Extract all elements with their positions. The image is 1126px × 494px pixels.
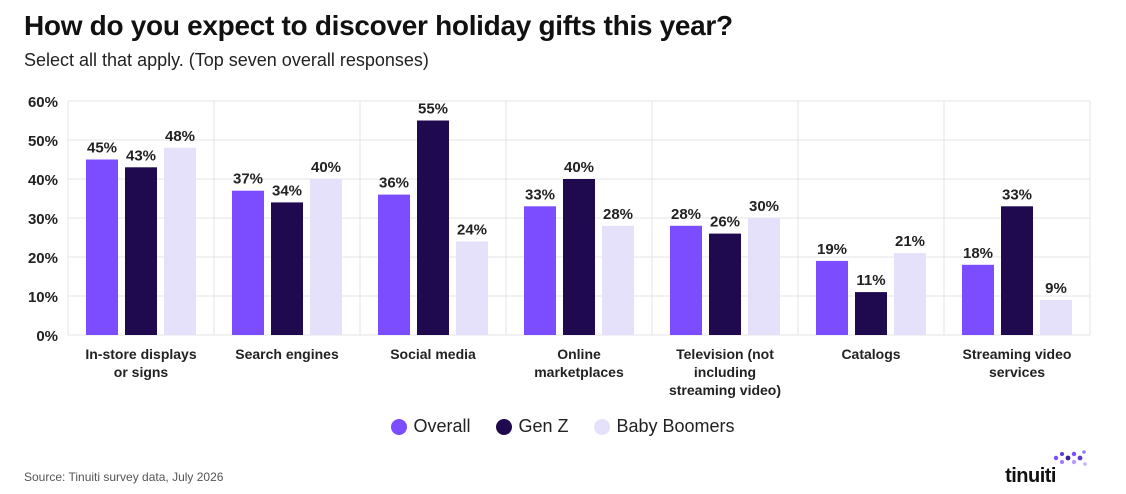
x-tick-label-line: Television (not xyxy=(676,346,774,362)
x-tick-label: Search engines xyxy=(235,346,339,362)
legend-item-gen-z: Gen Z xyxy=(496,416,568,437)
data-label-gen-z: 55% xyxy=(418,101,448,118)
legend-swatch-gen-z xyxy=(496,418,513,435)
bar-overall xyxy=(232,190,264,335)
bar-gen-z xyxy=(417,120,449,335)
bar-gen-z xyxy=(563,179,595,335)
x-tick-label-line: In-store displays xyxy=(85,346,196,362)
data-label-baby-boomers: 28% xyxy=(603,206,633,223)
bar-baby-boomers xyxy=(894,253,926,335)
x-tick-label-line: marketplaces xyxy=(534,364,624,380)
data-label-overall: 19% xyxy=(817,241,847,258)
bar-gen-z xyxy=(709,233,741,335)
data-label-gen-z: 43% xyxy=(126,147,156,164)
data-label-baby-boomers: 24% xyxy=(457,221,487,238)
bar-overall xyxy=(670,225,702,335)
data-label-overall: 36% xyxy=(379,175,409,192)
data-label-overall: 33% xyxy=(525,186,555,203)
y-tick-label: 50% xyxy=(28,133,58,150)
x-tick-label-line: streaming video) xyxy=(669,382,781,398)
data-label-overall: 18% xyxy=(963,245,993,262)
x-tick-label-line: Search engines xyxy=(235,346,339,362)
legend-label-overall: Overall xyxy=(413,416,471,436)
x-tick-label: Social media xyxy=(390,346,476,362)
x-tick-label-line: Social media xyxy=(390,346,476,362)
data-label-gen-z: 34% xyxy=(272,182,302,199)
legend-item-overall: Overall xyxy=(391,416,470,437)
brand-wordmark: tinuiti xyxy=(1005,465,1056,487)
x-tick-label: Streaming video services xyxy=(963,346,1072,380)
x-tick-label-line: Online xyxy=(557,346,601,362)
source-note: Source: Tinuiti survey data, July 2026 xyxy=(24,470,224,484)
x-tick-label-line: including xyxy=(694,364,756,380)
bar-gen-z xyxy=(271,202,303,335)
y-tick-label: 0% xyxy=(36,328,58,345)
x-tick-label-line: Streaming video xyxy=(963,346,1072,362)
data-label-baby-boomers: 9% xyxy=(1045,280,1067,297)
data-label-overall: 28% xyxy=(671,206,701,223)
data-label-gen-z: 33% xyxy=(1002,186,1032,203)
bar-overall xyxy=(962,264,994,335)
legend-swatch-overall xyxy=(391,418,408,435)
bar-chart: 0% 10% 20% 30% 40% 50% 60% 45% 37% 36% 33% 28% 19% 18… xyxy=(28,94,1091,398)
x-tick-label: Online marketplaces xyxy=(534,346,624,380)
bar-baby-boomers xyxy=(456,241,488,335)
legend-label-gen-z: Gen Z xyxy=(518,416,569,436)
y-tick-label: 10% xyxy=(28,289,58,306)
bar-baby-boomers xyxy=(1040,299,1072,335)
chart-subtitle: Select all that apply. (Top seven overal… xyxy=(24,50,429,70)
x-tick-label: In-store displays or signs xyxy=(85,346,196,380)
data-label-overall: 45% xyxy=(87,140,117,157)
bar-gen-z xyxy=(855,292,887,335)
bar-overall xyxy=(378,194,410,335)
data-label-baby-boomers: 48% xyxy=(165,128,195,145)
logo-dots-icon xyxy=(1053,450,1087,466)
bar-overall xyxy=(524,206,556,335)
bar-baby-boomers xyxy=(602,225,634,335)
legend: Overall Gen Z Baby Boomers xyxy=(0,416,1126,437)
chart-title: How do you expect to discover holiday gi… xyxy=(24,10,733,41)
legend-swatch-baby-boomers xyxy=(594,418,611,435)
y-tick-label: 40% xyxy=(28,172,58,189)
x-tick-label-line: Catalogs xyxy=(841,346,900,362)
bar-baby-boomers xyxy=(164,147,196,335)
legend-label-baby-boomers: Baby Boomers xyxy=(616,416,735,436)
brand-logo: tinuiti xyxy=(1005,448,1090,488)
x-tick-label-line: services xyxy=(989,364,1045,380)
y-tick-label: 20% xyxy=(28,250,58,267)
x-tick-label: Catalogs xyxy=(841,346,900,362)
legend-item-baby-boomers: Baby Boomers xyxy=(594,416,735,437)
bar-overall xyxy=(86,159,118,335)
bar-baby-boomers xyxy=(748,218,780,335)
bar-gen-z xyxy=(125,167,157,335)
data-label-overall: 37% xyxy=(233,171,263,188)
data-label-gen-z: 26% xyxy=(710,214,740,231)
y-tick-label: 30% xyxy=(28,211,58,228)
y-tick-label: 60% xyxy=(28,94,58,111)
x-tick-label-line: or signs xyxy=(114,364,169,380)
bar-baby-boomers xyxy=(310,179,342,335)
x-tick-label: Television (not including streaming video) xyxy=(669,346,781,398)
data-label-baby-boomers: 30% xyxy=(749,198,779,215)
bar-gen-z xyxy=(1001,206,1033,335)
data-label-baby-boomers: 21% xyxy=(895,233,925,250)
data-label-gen-z: 11% xyxy=(856,272,885,289)
data-label-gen-z: 40% xyxy=(564,159,594,176)
data-label-baby-boomers: 40% xyxy=(311,159,341,176)
bar-overall xyxy=(816,260,848,335)
